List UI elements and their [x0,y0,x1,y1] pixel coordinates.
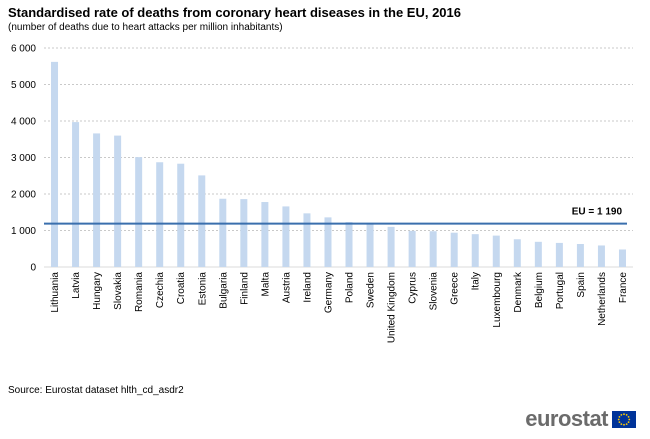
x-tick-label: Bulgaria [218,272,229,309]
chart-subtitle: (number of deaths due to heart attacks p… [8,22,283,33]
x-tick-label: United Kingdom [387,272,398,343]
x-tick-label: Hungary [92,272,103,310]
bar [114,135,122,267]
bar [219,198,227,267]
bar [597,245,605,267]
bar [135,157,143,267]
y-tick-label: 5 000 [11,80,36,91]
source-note: Source: Eurostat dataset hlth_cd_asdr2 [8,385,184,396]
bars [51,61,626,268]
x-tick-label: Portugal [555,272,566,309]
y-axis-labels: 0 1 000 2 000 3 000 4 000 5 000 6 000 [11,44,36,274]
bar [576,244,584,267]
x-tick-label: Cyprus [408,272,419,304]
x-axis-labels: Lithuania Latvia Hungary Slovakia Romania Cze… [50,271,629,343]
x-tick-label: Sweden [366,272,377,308]
bar [429,231,437,267]
x-tick-label: Poland [345,272,356,303]
x-tick-label: Austria [281,272,292,304]
eu-reference-label: EU = 1 190 [572,207,623,218]
bar [240,199,248,267]
bar [51,61,59,268]
bar [513,239,521,267]
x-tick-label: Estonia [197,272,208,306]
flag-star [617,418,620,420]
bar [408,230,416,267]
x-tick-label: Malta [260,272,271,297]
eu-flag-icon [612,410,636,428]
bar [366,222,374,267]
bar [177,163,185,267]
bar [156,162,164,267]
bar [471,234,479,267]
bar [303,213,311,267]
flag-star [628,418,631,420]
bar [387,226,395,267]
eu-reference: EU = 1 190 [44,207,627,225]
bar [555,242,563,267]
flag-star [618,420,621,423]
bar [282,206,290,267]
bar-chart: 0 1 000 2 000 3 000 4 000 5 000 6 000 Lithuani… [11,44,633,343]
bar [261,202,269,267]
x-tick-label: Belgium [534,272,545,308]
bar [450,232,458,267]
x-tick-label: France [618,272,629,304]
flag-star [618,415,621,418]
x-tick-label: Croatia [176,272,187,305]
bar [618,249,626,267]
x-tick-label: Ireland [302,272,313,303]
flag-star [623,423,625,426]
y-tick-label: 4 000 [11,117,36,128]
y-tick-label: 2 000 [11,190,36,201]
x-tick-label: Slovakia [113,272,124,310]
flag-star [625,413,628,416]
x-tick-label: Slovenia [429,272,440,311]
y-tick-label: 1 000 [11,226,36,237]
x-tick-label: Spain [576,272,587,298]
flag-star [620,413,623,416]
x-tick-label: Netherlands [597,272,608,326]
x-tick-label: Greece [450,272,461,305]
x-tick-label: Luxembourg [492,272,503,328]
x-tick-label: Lithuania [50,272,61,313]
grid-lines [44,47,633,268]
y-tick-label: 6 000 [11,44,36,55]
bar [324,217,332,267]
x-tick-label: Finland [239,272,250,305]
bar [93,133,101,267]
logo-text: eurostat [525,406,608,431]
flag-star [625,422,628,425]
x-tick-label: Czechia [155,272,166,309]
x-tick-label: Italy [471,272,482,290]
bar [492,235,500,267]
x-tick-label: Denmark [513,271,524,313]
flag-star [620,422,623,425]
bar [72,122,80,267]
flag-star [627,415,630,418]
bar [534,241,542,267]
bar [198,175,206,267]
bar [345,222,353,267]
y-tick-label: 0 [30,263,36,274]
y-tick-label: 3 000 [11,153,36,164]
flag-star [623,412,625,415]
x-tick-label: Latvia [71,272,82,299]
x-tick-label: Germany [323,272,334,313]
eurostat-logo: eurostat [525,406,636,432]
flag-star [627,420,630,423]
chart-title: Standardised rate of deaths from coronar… [8,5,461,20]
x-tick-label: Romania [134,272,145,312]
